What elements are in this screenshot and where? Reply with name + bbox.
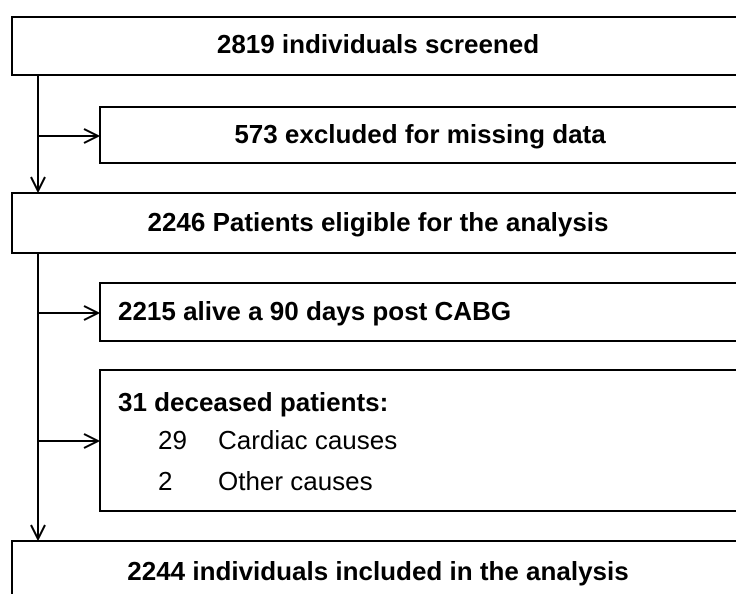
box [99,106,736,164]
arrowhead [30,176,46,194]
item-count: 2 [158,466,172,496]
box-label: 2244 individuals included in the analysi… [127,556,628,586]
arrowhead [83,128,101,144]
arrowhead [30,524,46,542]
box-label: 2215 alive a 90 days post CABG [118,296,511,326]
arrowhead [83,433,101,449]
box-label: 2246 Patients eligible for the analysis [148,207,609,237]
item-cause: Other causes [218,466,373,496]
box [99,369,736,512]
box-label: 2819 individuals screened [217,29,539,59]
arrowhead [83,305,101,321]
box [99,282,736,342]
box-label: 573 excluded for missing data [234,119,606,149]
box [11,16,736,76]
item-cause: Cardiac causes [218,425,397,455]
item-count: 29 [158,425,187,455]
box-label: 31 deceased patients: [118,387,388,417]
box [11,540,736,594]
box [11,192,736,254]
